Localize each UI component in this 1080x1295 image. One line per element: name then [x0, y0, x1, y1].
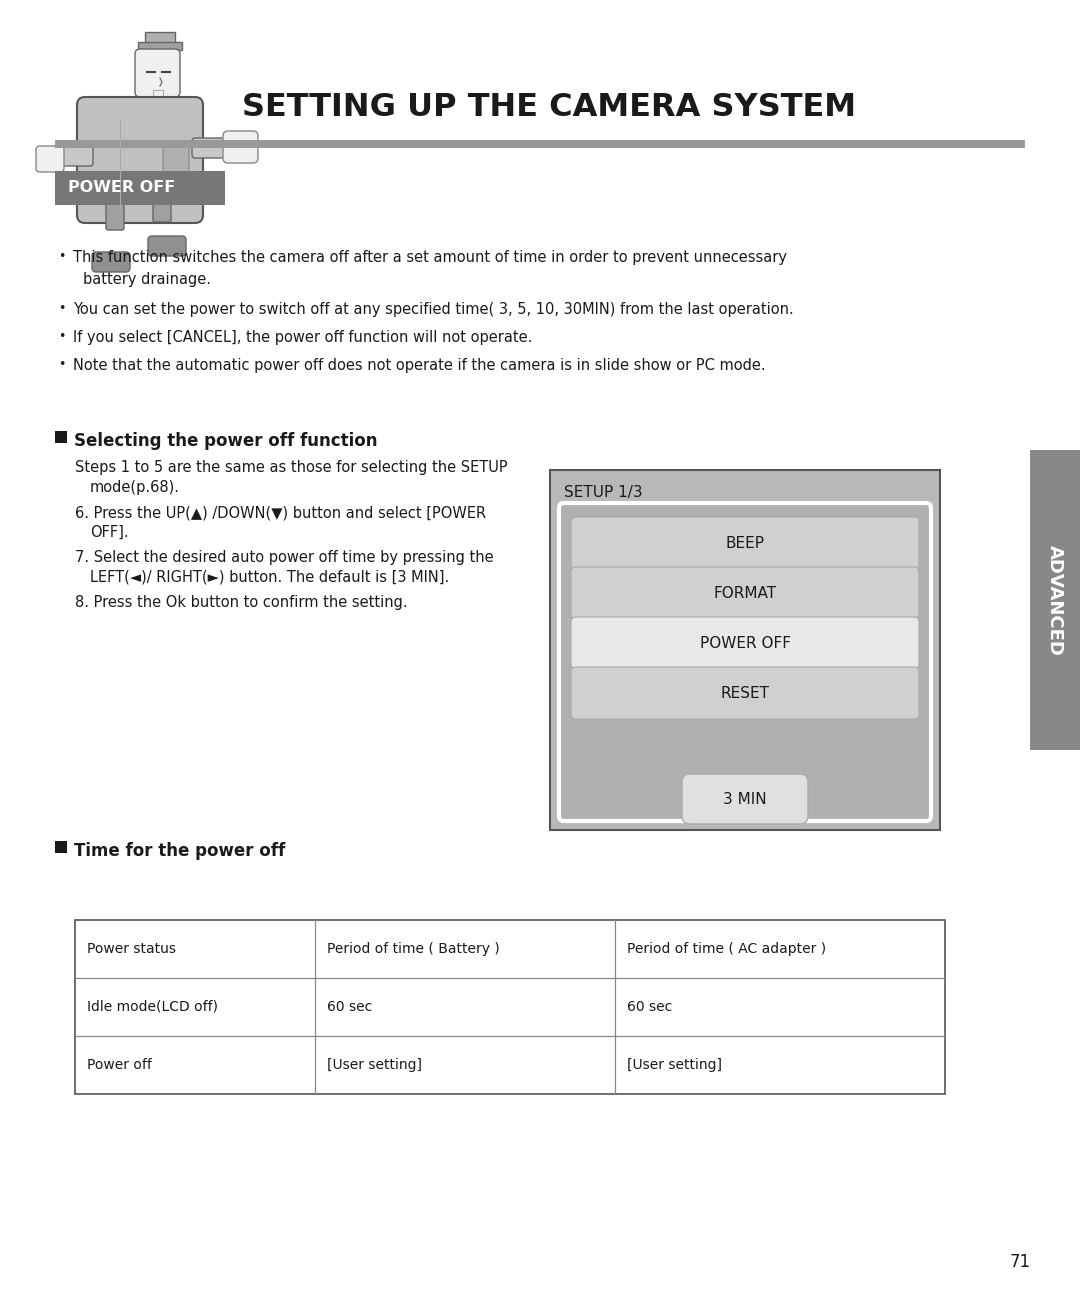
- Text: •: •: [58, 357, 66, 370]
- FancyBboxPatch shape: [681, 774, 808, 824]
- Text: 3 MIN: 3 MIN: [724, 791, 767, 807]
- Text: 6. Press the UP(▲) /DOWN(▼) button and select [POWER: 6. Press the UP(▲) /DOWN(▼) button and s…: [75, 505, 486, 521]
- Bar: [550, 470, 940, 830]
- Text: RESET: RESET: [720, 685, 769, 701]
- FancyBboxPatch shape: [571, 517, 919, 569]
- Text: [User setting]: [User setting]: [327, 1058, 422, 1072]
- Bar: [55, 171, 225, 205]
- Text: Selecting the power off function: Selecting the power off function: [75, 433, 378, 449]
- Bar: [55, 140, 1025, 148]
- Text: ADVANCED: ADVANCED: [1047, 545, 1064, 655]
- Text: SETUP 1/3: SETUP 1/3: [564, 484, 643, 500]
- Text: If you select [CANCEL], the power off function will not operate.: If you select [CANCEL], the power off fu…: [73, 330, 532, 344]
- Text: Note that the automatic power off does not operate if the camera is in slide sho: Note that the automatic power off does n…: [73, 357, 766, 373]
- Text: Power status: Power status: [87, 941, 176, 956]
- FancyBboxPatch shape: [106, 188, 124, 231]
- Text: Idle mode(LCD off): Idle mode(LCD off): [87, 1000, 218, 1014]
- Text: BEEP: BEEP: [726, 536, 765, 550]
- Text: Time for the power off: Time for the power off: [75, 842, 285, 860]
- Text: mode(p.68).: mode(p.68).: [90, 480, 180, 495]
- Text: 7. Select the desired auto power off time by pressing the: 7. Select the desired auto power off tim…: [75, 550, 494, 565]
- Text: 8. Press the Ok button to confirm the setting.: 8. Press the Ok button to confirm the se…: [75, 594, 407, 610]
- FancyBboxPatch shape: [153, 188, 171, 221]
- Text: battery drainage.: battery drainage.: [83, 272, 211, 287]
- Text: You can set the power to switch off at any specified time( 3, 5, 10, 30MIN) from: You can set the power to switch off at a…: [73, 302, 794, 317]
- Text: SETTING UP THE CAMERA SYSTEM: SETTING UP THE CAMERA SYSTEM: [242, 92, 856, 123]
- Text: Period of time ( Battery ): Period of time ( Battery ): [327, 941, 500, 956]
- Text: Power off: Power off: [87, 1058, 152, 1072]
- FancyBboxPatch shape: [222, 131, 258, 163]
- Text: Steps 1 to 5 are the same as those for selecting the SETUP: Steps 1 to 5 are the same as those for s…: [75, 460, 508, 475]
- FancyBboxPatch shape: [571, 616, 919, 670]
- FancyBboxPatch shape: [52, 146, 93, 166]
- Bar: [55, 431, 67, 443]
- Text: Period of time ( AC adapter ): Period of time ( AC adapter ): [627, 941, 826, 956]
- Bar: [153, 89, 163, 105]
- Text: OFF].: OFF].: [90, 524, 129, 540]
- Text: •: •: [58, 250, 66, 263]
- Text: POWER OFF: POWER OFF: [68, 180, 175, 196]
- Text: [User setting]: [User setting]: [627, 1058, 723, 1072]
- Bar: [55, 840, 67, 853]
- Text: FORMAT: FORMAT: [714, 585, 777, 601]
- Polygon shape: [145, 32, 175, 43]
- FancyBboxPatch shape: [571, 567, 919, 619]
- FancyBboxPatch shape: [192, 139, 233, 158]
- Text: This function switches the camera off after a set amount of time in order to pre: This function switches the camera off af…: [73, 250, 787, 265]
- FancyBboxPatch shape: [135, 49, 180, 97]
- FancyBboxPatch shape: [77, 97, 203, 223]
- Text: •: •: [58, 302, 66, 315]
- Text: •: •: [58, 330, 66, 343]
- Text: 60 sec: 60 sec: [327, 1000, 373, 1014]
- FancyBboxPatch shape: [36, 146, 64, 172]
- Text: 71: 71: [1010, 1254, 1030, 1270]
- FancyBboxPatch shape: [559, 502, 931, 821]
- FancyBboxPatch shape: [92, 253, 130, 272]
- Bar: [75, 919, 945, 1094]
- FancyBboxPatch shape: [148, 236, 186, 256]
- Bar: [1030, 449, 1080, 750]
- FancyBboxPatch shape: [163, 145, 189, 177]
- FancyBboxPatch shape: [571, 667, 919, 719]
- Text: 60 sec: 60 sec: [627, 1000, 672, 1014]
- Bar: [138, 41, 183, 51]
- Text: LEFT(◄)/ RIGHT(►) button. The default is [3 MIN].: LEFT(◄)/ RIGHT(►) button. The default is…: [90, 570, 449, 585]
- Text: POWER OFF: POWER OFF: [700, 636, 791, 650]
